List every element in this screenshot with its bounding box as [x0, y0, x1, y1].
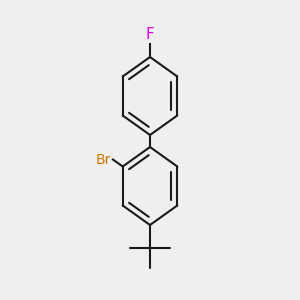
Text: Br: Br — [96, 152, 112, 167]
Text: F: F — [146, 27, 154, 42]
